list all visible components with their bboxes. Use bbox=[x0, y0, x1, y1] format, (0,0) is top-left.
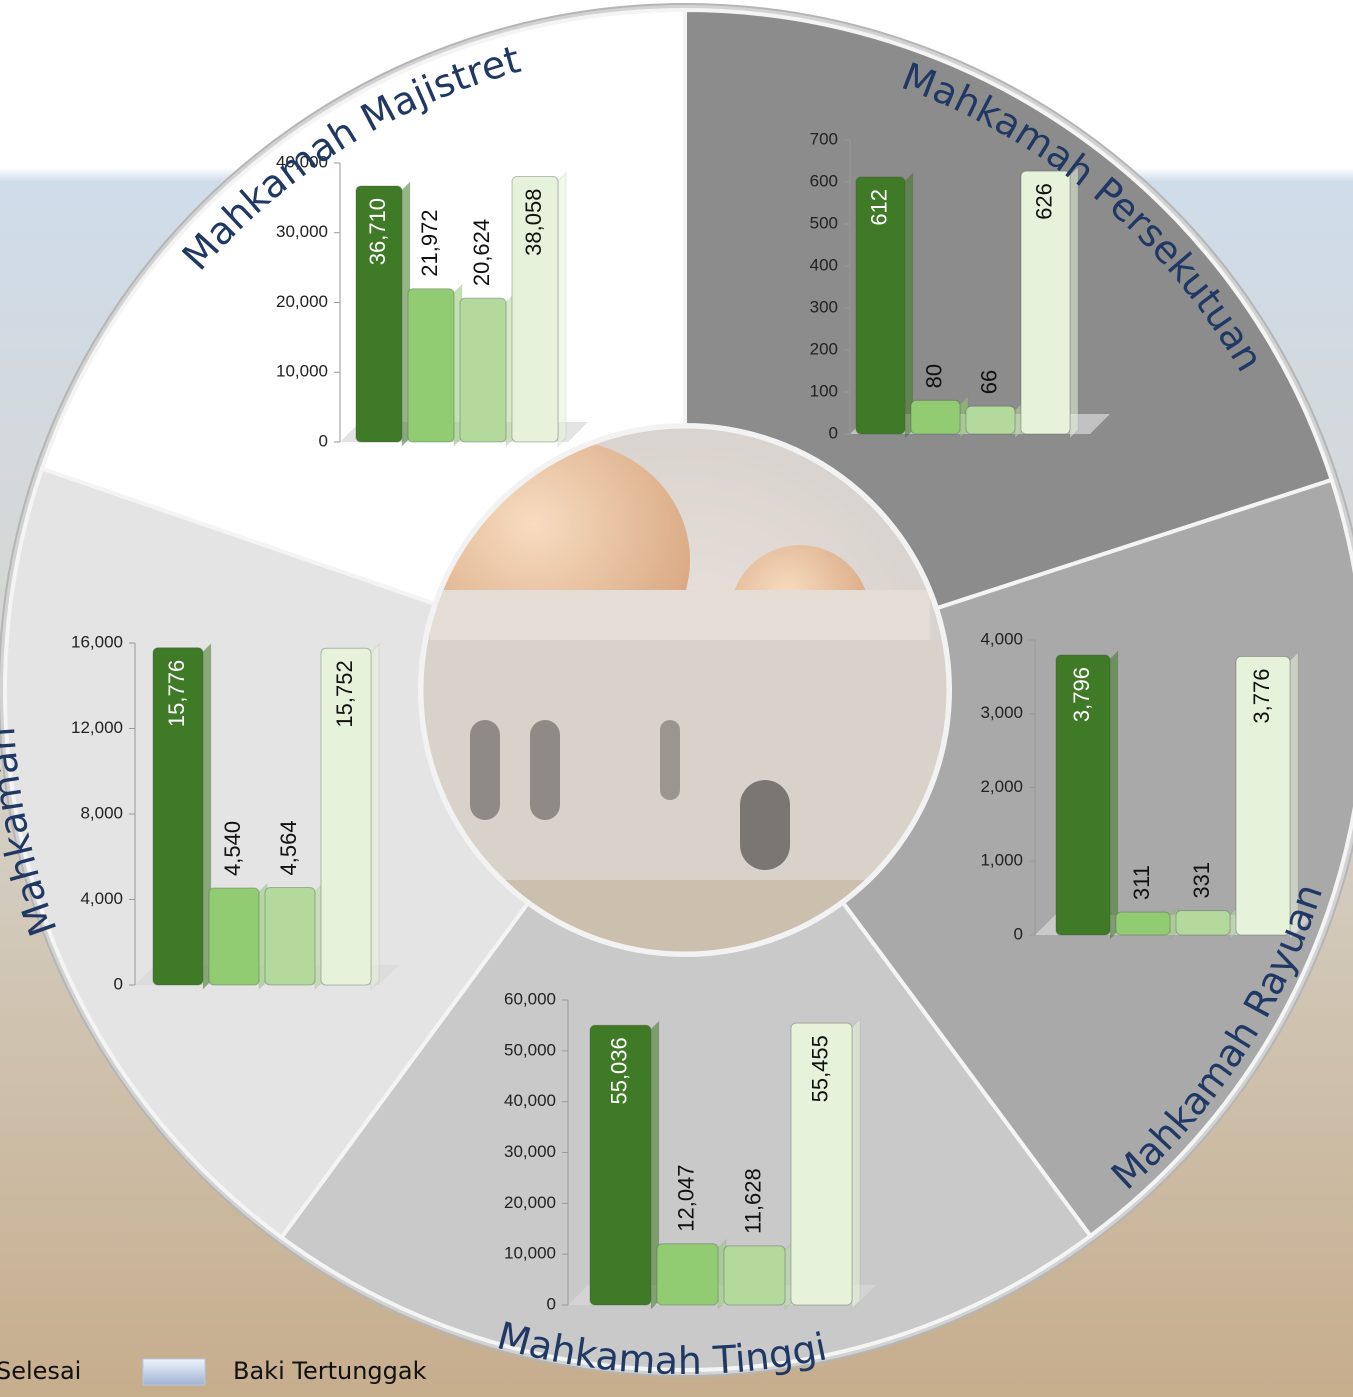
y-tick-label: 1,000 bbox=[980, 851, 1023, 870]
legend: Selesai Baki Tertunggak bbox=[0, 1357, 427, 1386]
bar bbox=[910, 399, 961, 435]
y-tick-label: 12,000 bbox=[71, 718, 123, 737]
bar bbox=[855, 176, 906, 435]
y-tick-label: 600 bbox=[810, 171, 838, 190]
bar bbox=[208, 887, 260, 986]
bar bbox=[355, 185, 403, 443]
value-label: 12,047 bbox=[673, 1164, 698, 1231]
y-tick-label: 16,000 bbox=[71, 632, 123, 651]
y-tick-label: 200 bbox=[810, 339, 838, 358]
bar-side bbox=[370, 643, 380, 991]
value-label: 311 bbox=[1129, 865, 1154, 900]
bar-side bbox=[851, 1017, 861, 1311]
y-tick-label: 300 bbox=[810, 297, 838, 316]
y-tick-label: 0 bbox=[114, 974, 123, 993]
bar-side bbox=[1109, 649, 1119, 941]
value-label: 4,540 bbox=[220, 821, 245, 876]
y-tick-label: 20,000 bbox=[504, 1193, 556, 1212]
value-label: 80 bbox=[921, 364, 946, 388]
chart: 0 4,000 8,000 12,000 16,000 15,776 4,540 4,564 1… bbox=[0, 632, 399, 993]
value-label: 11,628 bbox=[740, 1168, 765, 1234]
value-label: 331 bbox=[1189, 862, 1214, 899]
value-label: 55,036 bbox=[606, 1037, 631, 1104]
chart: 0 10,000 20,000 30,000 40,000 50,000 60,000 55,… bbox=[493, 989, 876, 1383]
value-label: 4,564 bbox=[276, 820, 301, 875]
value-label: 36,710 bbox=[365, 198, 390, 265]
value-label: 21,972 bbox=[417, 209, 442, 276]
bar bbox=[1175, 910, 1231, 936]
y-tick-label: 30,000 bbox=[504, 1142, 556, 1161]
value-label: 55,455 bbox=[807, 1035, 832, 1102]
bar-side bbox=[1069, 165, 1079, 440]
y-tick-label: 0 bbox=[1014, 924, 1023, 943]
y-tick-label: 0 bbox=[547, 1294, 556, 1313]
value-label: 3,776 bbox=[1249, 669, 1274, 724]
y-tick-label: 500 bbox=[810, 213, 838, 232]
y-tick-label: 40,000 bbox=[504, 1091, 556, 1110]
value-label: 3,796 bbox=[1069, 667, 1094, 722]
bar bbox=[459, 297, 507, 443]
y-tick-label: 8,000 bbox=[80, 803, 123, 822]
legend-label: Baki Tertunggak bbox=[233, 1357, 427, 1385]
value-label: 15,776 bbox=[164, 660, 189, 727]
y-tick-label: 10,000 bbox=[276, 362, 328, 381]
y-tick-label: 700 bbox=[810, 129, 838, 148]
y-tick-label: 100 bbox=[810, 381, 838, 400]
y-tick-label: 2,000 bbox=[980, 777, 1023, 796]
y-tick-label: 40,000 bbox=[276, 152, 328, 171]
y-tick-label: 400 bbox=[810, 255, 838, 274]
bar-side bbox=[557, 171, 567, 448]
bar bbox=[723, 1245, 786, 1306]
bar bbox=[264, 886, 316, 986]
bar-side bbox=[904, 171, 914, 440]
y-tick-label: 0 bbox=[319, 431, 328, 450]
bar bbox=[511, 176, 559, 443]
y-tick-label: 3,000 bbox=[980, 703, 1023, 722]
bar bbox=[656, 1243, 719, 1306]
y-tick-label: 30,000 bbox=[276, 222, 328, 241]
bar bbox=[790, 1022, 853, 1306]
bar bbox=[320, 647, 372, 986]
bar bbox=[152, 647, 204, 986]
value-label: 66 bbox=[976, 370, 1001, 394]
value-label: 15,752 bbox=[332, 660, 357, 727]
bar bbox=[1020, 170, 1071, 435]
value-label: 626 bbox=[1031, 183, 1056, 220]
y-tick-label: 50,000 bbox=[504, 1040, 556, 1059]
bar bbox=[1055, 654, 1111, 936]
legend-swatch bbox=[142, 1358, 206, 1386]
legend-label: Selesai bbox=[0, 1357, 81, 1385]
value-label: 20,624 bbox=[469, 219, 494, 286]
y-tick-label: 60,000 bbox=[504, 989, 556, 1008]
value-label: 612 bbox=[866, 189, 891, 226]
y-tick-label: 10,000 bbox=[504, 1244, 556, 1263]
y-tick-label: 4,000 bbox=[980, 629, 1023, 648]
bar bbox=[589, 1024, 652, 1306]
y-tick-label: 4,000 bbox=[80, 889, 123, 908]
center-rim bbox=[418, 423, 952, 957]
bar bbox=[965, 405, 1016, 435]
y-tick-label: 20,000 bbox=[276, 292, 328, 311]
bar bbox=[1235, 656, 1291, 936]
y-tick-label: 0 bbox=[829, 423, 838, 442]
bar bbox=[1115, 911, 1171, 936]
value-label: 38,058 bbox=[521, 189, 546, 256]
bar bbox=[407, 288, 455, 443]
